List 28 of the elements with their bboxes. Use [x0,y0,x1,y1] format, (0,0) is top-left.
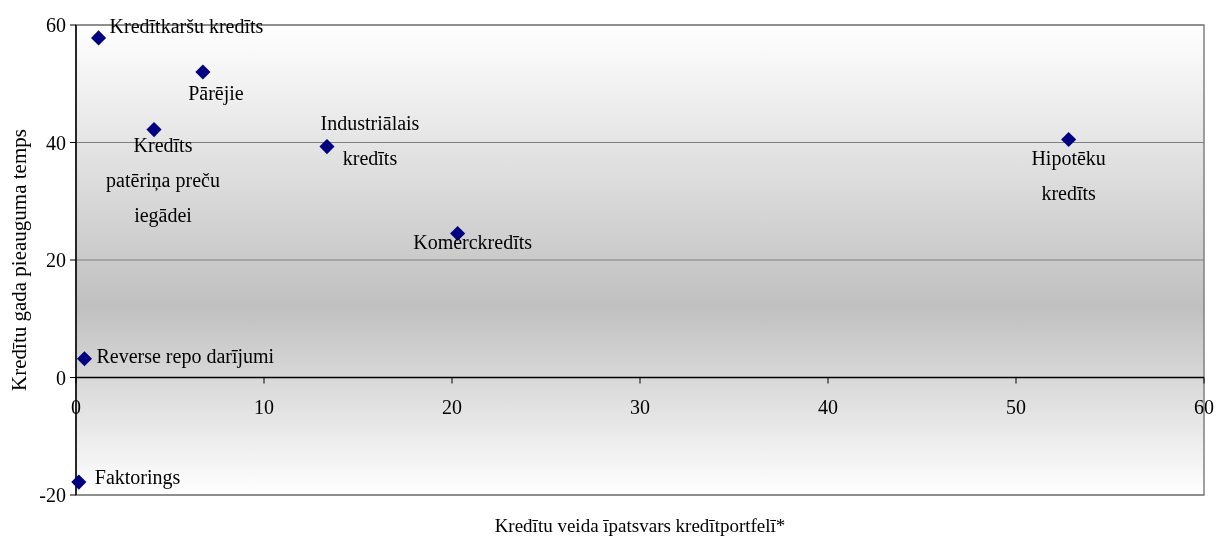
y-tick-label: -20 [39,484,66,506]
y-tick-label: 40 [46,131,66,154]
x-tick-label: 30 [630,395,650,418]
x-tick-label: 50 [1006,395,1026,418]
y-tick-label: 0 [56,366,66,389]
annotation: Komerckredīts [413,230,533,253]
annotation: Kredīts patēriņa preču iegādei [106,133,220,227]
point [71,474,87,490]
annotation: Reverse repo darījumi [96,344,275,368]
y-tick-label: 20 [46,249,66,271]
x-tick-label: 10 [254,395,274,418]
y-axis-title: Kredītu gada pieauguma temps [7,129,31,391]
annotation: Hipotēku kredīts [1031,146,1106,204]
x-tick-label: 60 [1194,395,1214,418]
annotation: Industriālais kredīts [320,111,420,169]
point [319,139,335,155]
annotation: Kredītkaršu kredīts [109,14,264,37]
point [91,30,107,46]
point [195,64,211,80]
x-tick-label: 20 [442,395,462,418]
y-tick-label: 60 [46,14,66,36]
annotation: Faktorings [94,466,181,490]
point [1061,132,1077,148]
x-tick-label: 40 [818,395,838,418]
point [76,351,93,367]
x-axis-title: Kredītu veida īpatsvars kredītportfelī* [494,515,786,536]
point [146,122,162,138]
annotation: Pārējie [188,82,244,105]
